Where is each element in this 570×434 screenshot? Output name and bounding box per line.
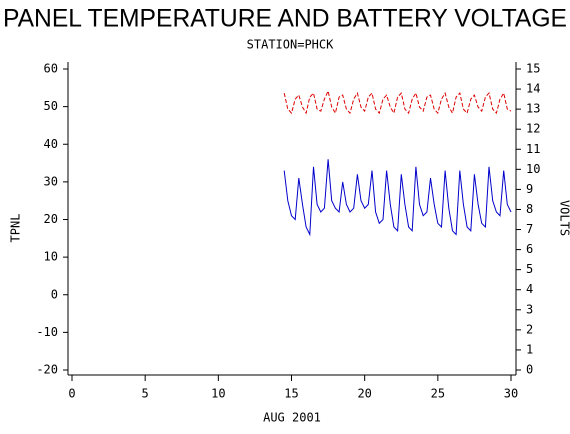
series-line — [284, 159, 511, 234]
x-tick-label: 25 — [431, 387, 445, 401]
x-tick-label: 30 — [504, 387, 518, 401]
y-tick-label: 40 — [44, 137, 58, 151]
y-tick-label: -20 — [36, 363, 58, 377]
y2-tick-label: 2 — [526, 322, 533, 336]
x-tick-label: 15 — [284, 387, 298, 401]
y-tick-label: 30 — [44, 174, 58, 188]
x-tick-label: 5 — [142, 387, 149, 401]
y2-tick-label: 13 — [526, 102, 540, 116]
y2-tick-label: 4 — [526, 282, 533, 296]
y2-tick-label: 0 — [526, 363, 533, 377]
x-tick-label: 10 — [211, 387, 225, 401]
x-tick-label: 0 — [68, 387, 75, 401]
y-tick-label: 20 — [44, 212, 58, 226]
y2-axis-label: VOLTS — [558, 200, 570, 236]
y-axis-label: TPNL — [9, 214, 23, 243]
series-line — [284, 91, 511, 113]
chart-subtitle: STATION=PHCK — [247, 38, 334, 52]
y2-tick-label: 14 — [526, 82, 540, 96]
x-axis-label: AUG 2001 — [263, 411, 321, 425]
y-tick-label: 10 — [44, 250, 58, 264]
y2-tick-label: 11 — [526, 142, 540, 156]
chart-title: PANEL TEMPERATURE AND BATTERY VOLTAGE — [3, 5, 567, 33]
y2-tick-label: 12 — [526, 122, 540, 136]
y2-tick-label: 1 — [526, 342, 533, 356]
y2-tick-label: 9 — [526, 182, 533, 196]
y-tick-label: 50 — [44, 99, 58, 113]
y2-tick-label: 15 — [526, 62, 540, 76]
y2-tick-label: 5 — [526, 262, 533, 276]
x-tick-label: 20 — [357, 387, 371, 401]
y2-tick-label: 10 — [526, 162, 540, 176]
y2-tick-label: 6 — [526, 242, 533, 256]
y2-tick-label: 8 — [526, 202, 533, 216]
y2-tick-label: 7 — [526, 222, 533, 236]
y-tick-label: -10 — [36, 325, 58, 339]
y-tick-label: 60 — [44, 62, 58, 76]
y2-tick-label: 3 — [526, 302, 533, 316]
y-tick-label: 0 — [51, 287, 58, 301]
